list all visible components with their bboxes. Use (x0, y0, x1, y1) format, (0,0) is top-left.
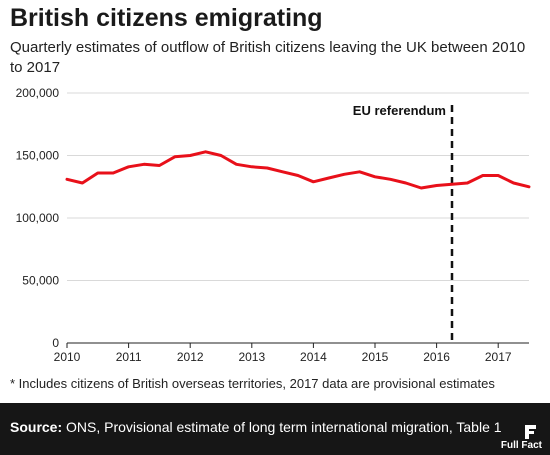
x-tick-label: 2014 (300, 350, 327, 364)
y-tick-label: 100,000 (16, 211, 60, 225)
x-axis-ticks: 2010 2011 2012 2013 2014 2015 2016 2017 (54, 343, 512, 364)
x-tick-label: 2016 (423, 350, 450, 364)
x-tick-label: 2017 (485, 350, 512, 364)
x-tick-label: 2011 (116, 350, 142, 364)
chart-subtitle: Quarterly estimates of outflow of Britis… (10, 39, 526, 76)
source-detail: ONS, Provisional estimate of long term i… (62, 419, 502, 435)
series-line (65, 150, 531, 190)
series-group (65, 150, 531, 190)
eu-referendum-label: EU referendum (353, 103, 446, 118)
annotations: EU referendum (353, 103, 454, 343)
x-tick-label: 2012 (177, 350, 204, 364)
x-tick-label: 2015 (362, 350, 389, 364)
footnote: * Includes citizens of British overseas … (10, 376, 495, 391)
x-tick-label: 2010 (54, 350, 81, 364)
y-tick-label: 150,000 (16, 149, 60, 163)
source-text: Source: ONS, Provisional estimate of lon… (10, 419, 502, 435)
y-tick-label: 0 (52, 336, 59, 350)
gridlines (67, 92, 529, 281)
footer-bar: Source: ONS, Provisional estimate of lon… (0, 403, 550, 455)
chart-title: British citizens emigrating (10, 4, 323, 32)
y-tick-label: 50,000 (22, 274, 59, 288)
source-label: Source: (10, 419, 63, 435)
full-fact-logo-icon (525, 425, 536, 439)
brand-name: Full Fact (500, 440, 542, 451)
y-tick-label: 200,000 (16, 86, 60, 100)
y-axis-ticks: 0 50,000 100,000 150,000 200,000 (16, 86, 60, 350)
x-tick-label: 2013 (238, 350, 265, 364)
